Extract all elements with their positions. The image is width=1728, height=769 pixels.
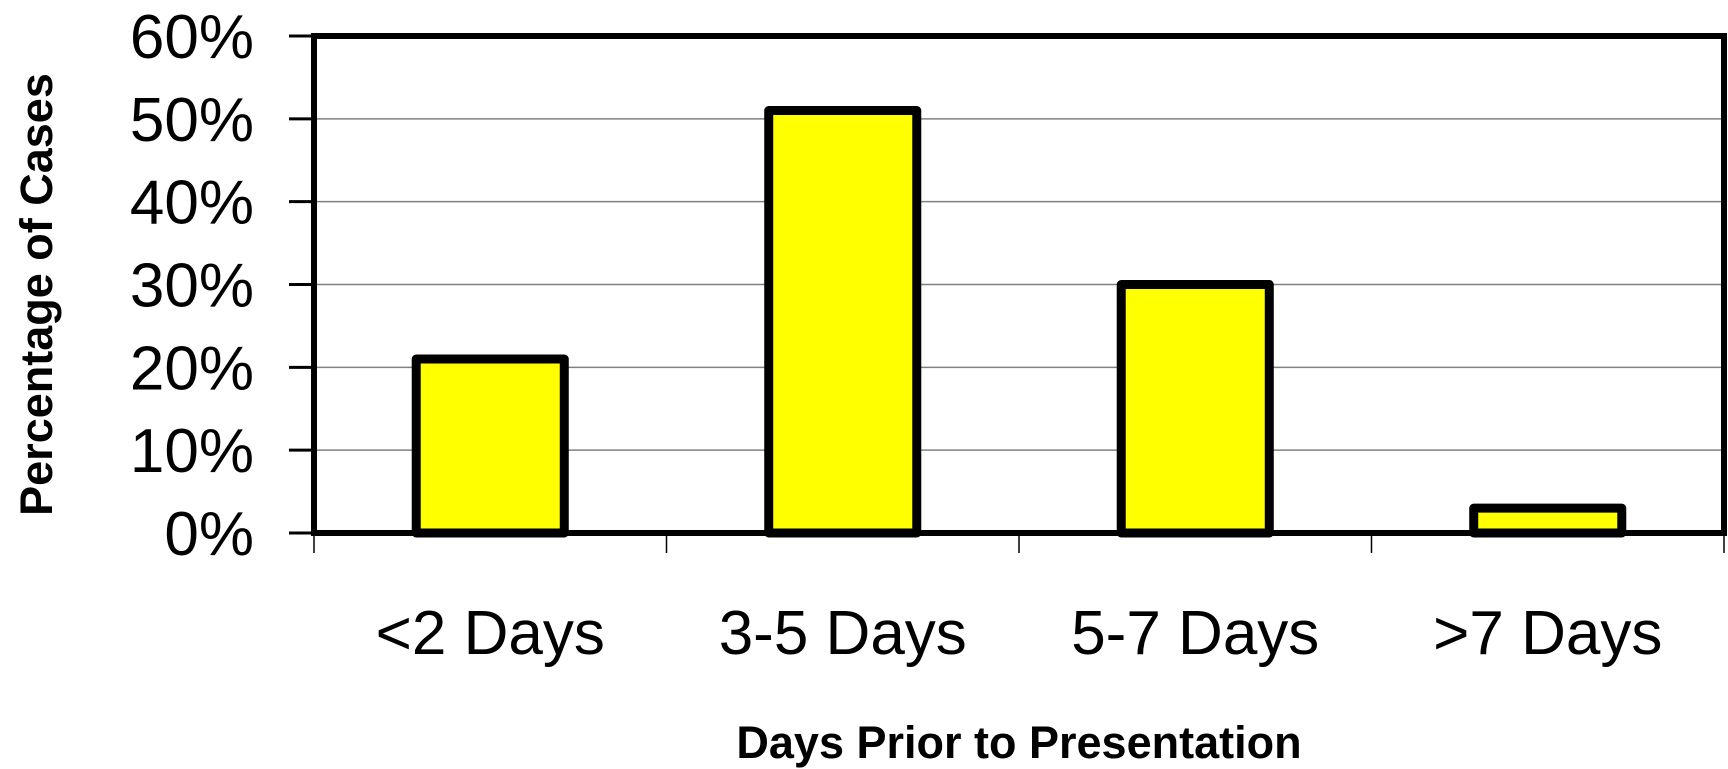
x-axis-title: Days Prior to Presentation [736, 717, 1301, 768]
bar-4 [1469, 503, 1627, 538]
y-tick-label: 60% [130, 3, 254, 72]
x-tick-label: <2 Days [376, 599, 605, 668]
y-tick-label: 40% [130, 169, 254, 238]
bar-1 [411, 354, 569, 538]
y-tick-label: 20% [130, 334, 254, 403]
y-tick-label: 30% [130, 252, 254, 321]
bar-3 [1116, 280, 1274, 538]
x-tick-label: >7 Days [1433, 599, 1662, 668]
x-tick-label: 5-7 Days [1071, 599, 1319, 668]
bars [411, 106, 1627, 538]
y-tick-label: 50% [130, 86, 254, 155]
y-axis-tick-labels: 0% 10% 20% 30% 40% 50% 60% [130, 3, 254, 569]
y-tick-label: 10% [130, 417, 254, 486]
x-tick-label: 3-5 Days [719, 599, 967, 668]
y-tick-label: 0% [164, 500, 254, 569]
x-axis-tick-labels: <2 Days 3-5 Days 5-7 Days >7 Days [376, 599, 1663, 668]
y-axis-ticks [289, 34, 314, 535]
bar-2 [764, 106, 922, 538]
x-axis-ticks [313, 533, 1725, 553]
y-axis-title: Percentage of Cases [11, 73, 62, 516]
